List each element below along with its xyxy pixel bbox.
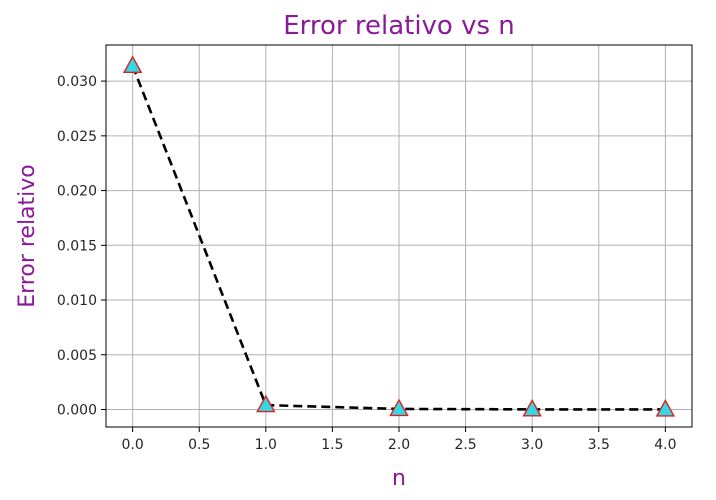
y-tick-label: 0.010 (57, 293, 97, 309)
y-tick-label: 0.005 (57, 348, 97, 364)
data-point-marker (122, 55, 143, 73)
chart-title: Error relativo vs n (283, 11, 515, 41)
data-point-marker (522, 398, 542, 417)
data-point-marker (655, 399, 676, 417)
y-tick-label: 0.015 (57, 238, 97, 254)
series-layer (122, 55, 676, 417)
x-tick-label: 0.0 (122, 437, 144, 453)
x-tick-label: 0.5 (188, 437, 210, 453)
plot-frame (105, 44, 693, 428)
x-tick-label: 3.0 (521, 437, 543, 453)
y-tick-label: 0.000 (57, 402, 97, 418)
y-tick-label: 0.030 (57, 74, 97, 90)
data-point-marker (389, 398, 409, 417)
data-point-marker (256, 394, 276, 413)
y-axis-label: Error relativo (15, 164, 40, 308)
x-tick-label: 1.0 (255, 437, 277, 453)
grid (106, 45, 692, 427)
x-tick-label: 1.5 (321, 437, 343, 453)
y-tick-label: 0.025 (57, 129, 97, 145)
x-tick-label: 2.0 (388, 437, 410, 453)
x-tick-label: 3.5 (588, 437, 610, 453)
axis-ticks: 0.0 0.5 1.0 1.5 2.0 2.5 3.0 3.5 4.0 0.000 0.005 0.0… (57, 74, 677, 453)
x-tick-label: 2.5 (454, 437, 476, 453)
x-tick-label: 4.0 (654, 437, 676, 453)
y-tick-label: 0.020 (57, 184, 97, 200)
x-axis-label: n (392, 466, 406, 491)
